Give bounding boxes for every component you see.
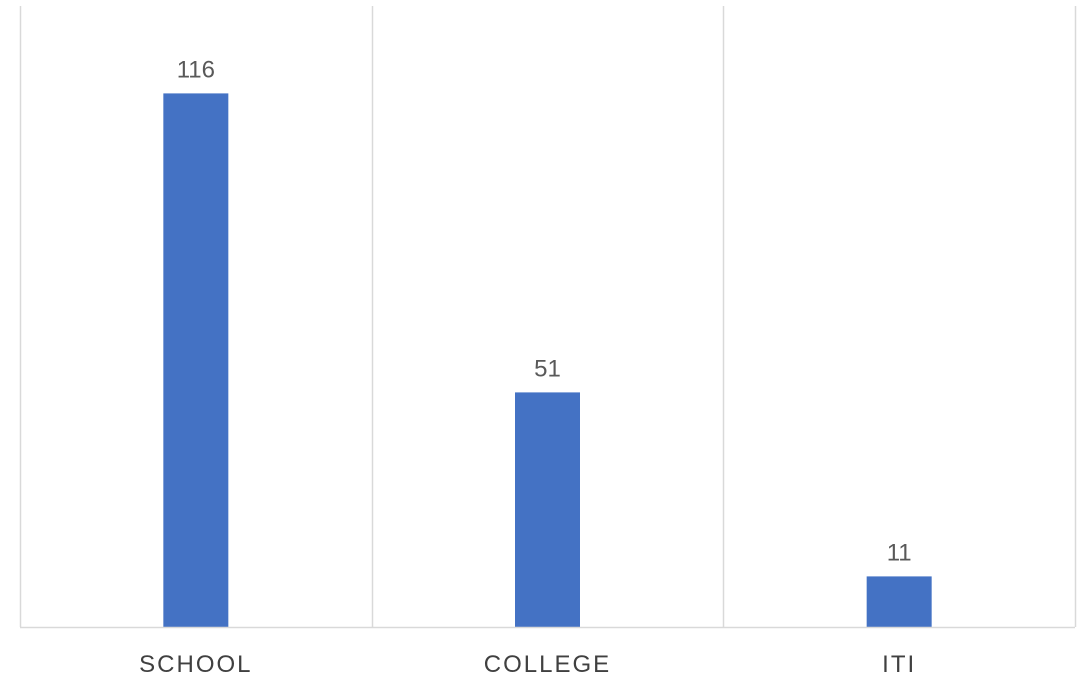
bar-college xyxy=(515,392,580,627)
bars xyxy=(163,93,932,627)
data-labels: 116 51 11 xyxy=(177,56,912,566)
data-label-iti: 11 xyxy=(887,539,912,566)
data-label-college: 51 xyxy=(534,355,561,382)
grid-lines xyxy=(19,6,1077,627)
x-tick-label-college: COLLEGE xyxy=(484,651,611,678)
bar-school xyxy=(163,93,229,627)
data-label-school: 116 xyxy=(177,56,215,83)
x-tick-label-school: SCHOOL xyxy=(139,651,252,678)
bar-iti xyxy=(866,576,932,627)
x-axis: SCHOOL COLLEGE ITI xyxy=(20,626,1075,678)
x-tick-label-iti: ITI xyxy=(882,651,916,678)
